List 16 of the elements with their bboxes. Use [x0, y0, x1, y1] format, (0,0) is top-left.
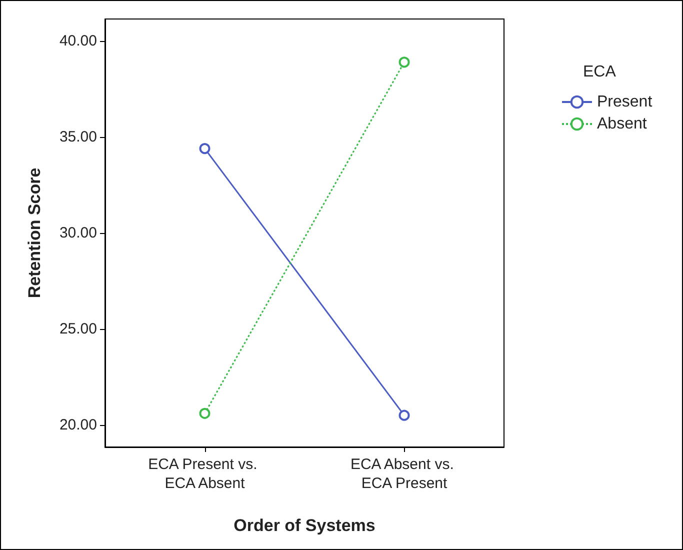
y-tick-label: 35.00 — [59, 128, 97, 146]
point — [199, 408, 210, 419]
point — [398, 56, 410, 68]
y-tick-label: 20.00 — [59, 416, 97, 434]
legend-label: Present — [597, 94, 653, 110]
y-axis-title: Retention Score — [25, 168, 44, 298]
y-tick-label: 30.00 — [59, 224, 97, 242]
x-tick-label: ECA Present vs. ECA Absent — [148, 456, 262, 492]
y-tick-label: 25.00 — [59, 320, 97, 338]
legend-title: ECA — [583, 64, 616, 80]
x-tick-label: ECA Absent vs. ECA Present — [350, 456, 458, 492]
x-axis-title: Order of Systems — [234, 516, 376, 535]
legend-label: Absent — [597, 116, 648, 132]
point — [398, 410, 410, 421]
y-tick-label: 40.00 — [59, 32, 97, 50]
point — [199, 143, 210, 154]
